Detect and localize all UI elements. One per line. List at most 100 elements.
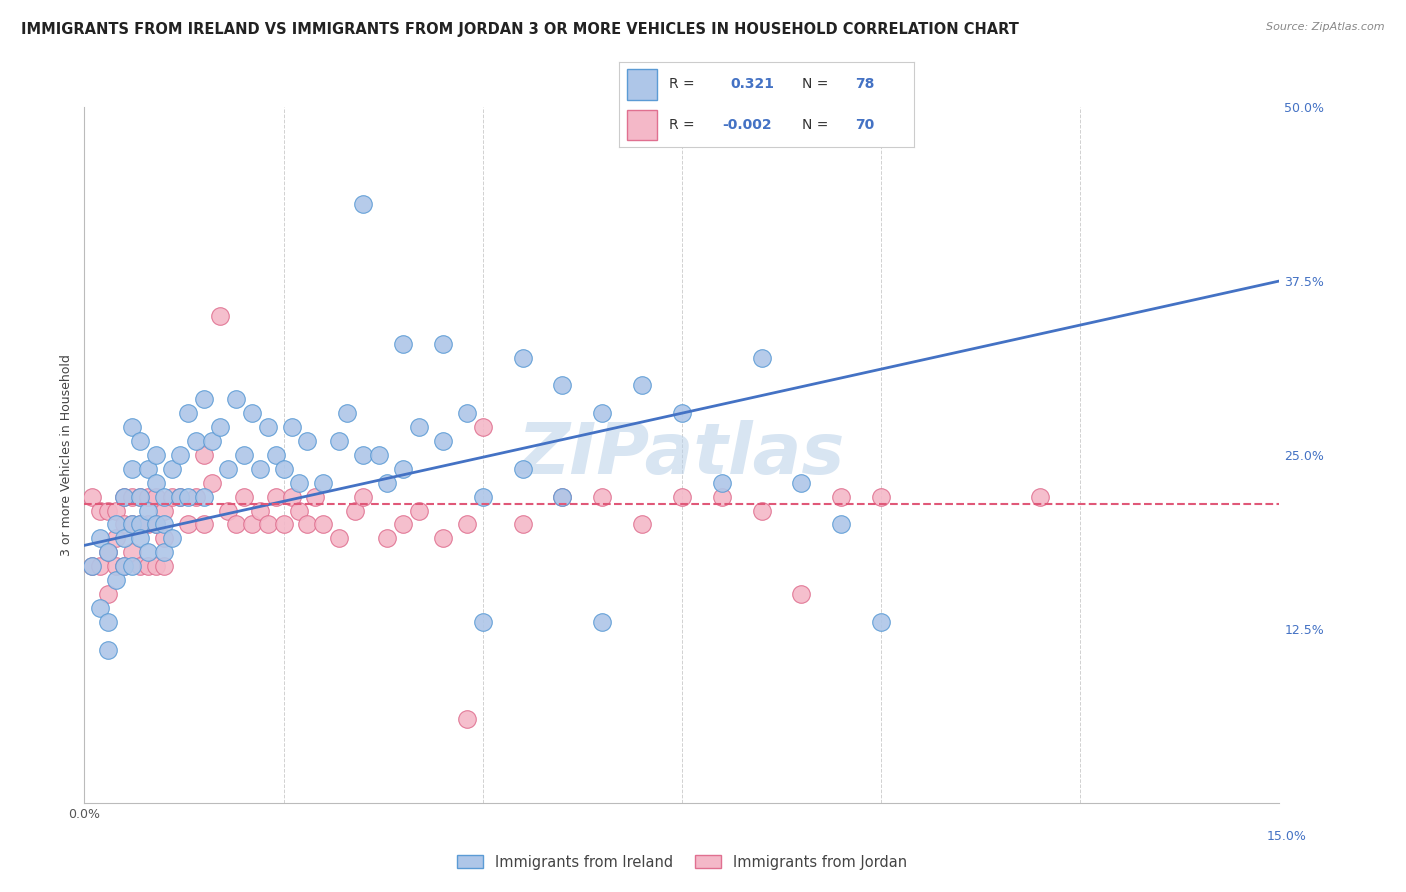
Point — [121, 462, 143, 476]
Point — [121, 517, 143, 532]
Text: IMMIGRANTS FROM IRELAND VS IMMIGRANTS FROM JORDAN 3 OR MORE VEHICLES IN HOUSEHOL: IMMIGRANTS FROM IRELAND VS IMMIGRANTS FR… — [21, 22, 1019, 37]
Point — [145, 490, 167, 504]
Point — [217, 503, 239, 517]
Point — [790, 475, 813, 490]
Text: R =: R = — [669, 118, 695, 132]
Point — [328, 434, 350, 448]
Point — [352, 197, 374, 211]
Point — [870, 490, 893, 504]
Point — [297, 434, 319, 448]
Point — [169, 490, 191, 504]
Point — [97, 545, 120, 559]
Text: R =: R = — [669, 77, 695, 91]
Text: ZIPatlas: ZIPatlas — [519, 420, 845, 490]
Point — [208, 420, 231, 434]
Point — [312, 517, 335, 532]
Text: -0.002: -0.002 — [723, 118, 772, 132]
Point — [129, 517, 152, 532]
Point — [456, 712, 478, 726]
Point — [208, 309, 231, 323]
Point — [193, 448, 215, 462]
Point — [273, 462, 295, 476]
Point — [193, 490, 215, 504]
Point — [145, 448, 167, 462]
Point — [112, 490, 135, 504]
Point — [249, 503, 271, 517]
Point — [1029, 490, 1052, 504]
Point — [456, 517, 478, 532]
Point — [375, 475, 398, 490]
Point — [97, 545, 120, 559]
Point — [352, 490, 374, 504]
Point — [591, 406, 613, 420]
Point — [830, 490, 852, 504]
Point — [790, 587, 813, 601]
Point — [136, 559, 159, 574]
Point — [710, 475, 733, 490]
Point — [97, 642, 120, 657]
Point — [129, 517, 152, 532]
Point — [432, 434, 454, 448]
Point — [153, 545, 176, 559]
Point — [129, 434, 152, 448]
Point — [432, 336, 454, 351]
Point — [256, 420, 278, 434]
Point — [591, 615, 613, 629]
Point — [352, 448, 374, 462]
Point — [89, 601, 111, 615]
Point — [129, 559, 152, 574]
Point — [591, 490, 613, 504]
Point — [232, 490, 254, 504]
Point — [177, 406, 200, 420]
Point — [153, 559, 176, 574]
Point — [193, 392, 215, 407]
Point — [280, 490, 302, 504]
Point — [240, 517, 263, 532]
Point — [145, 475, 167, 490]
Point — [129, 532, 152, 546]
Point — [671, 490, 693, 504]
Point — [153, 490, 176, 504]
Point — [375, 532, 398, 546]
Point — [368, 448, 391, 462]
Y-axis label: 3 or more Vehicles in Household: 3 or more Vehicles in Household — [60, 354, 73, 556]
Point — [471, 420, 494, 434]
Point — [408, 503, 430, 517]
Point — [160, 532, 183, 546]
Point — [264, 448, 287, 462]
Point — [392, 336, 415, 351]
Point — [121, 545, 143, 559]
Point — [153, 503, 176, 517]
Point — [312, 475, 335, 490]
Point — [97, 587, 120, 601]
Point — [512, 351, 534, 365]
Point — [870, 615, 893, 629]
Point — [89, 503, 111, 517]
Point — [249, 462, 271, 476]
Point — [105, 573, 128, 587]
Point — [160, 462, 183, 476]
Point — [112, 517, 135, 532]
Point — [105, 517, 128, 532]
Point — [121, 559, 143, 574]
Point — [136, 517, 159, 532]
Point — [256, 517, 278, 532]
Point — [136, 545, 159, 559]
Point — [264, 490, 287, 504]
FancyBboxPatch shape — [627, 110, 657, 140]
Point — [240, 406, 263, 420]
Point — [288, 475, 311, 490]
Point — [136, 490, 159, 504]
Point — [82, 559, 104, 574]
Point — [129, 490, 152, 504]
Point — [304, 490, 326, 504]
Point — [336, 406, 359, 420]
Point — [145, 517, 167, 532]
Point — [392, 517, 415, 532]
Point — [184, 490, 207, 504]
Point — [471, 615, 494, 629]
Point — [512, 517, 534, 532]
Point — [225, 392, 247, 407]
Point — [121, 420, 143, 434]
Text: 78: 78 — [855, 77, 875, 91]
